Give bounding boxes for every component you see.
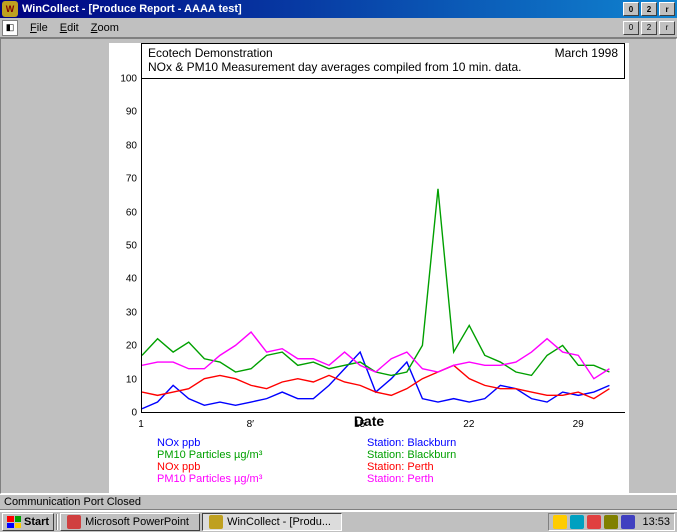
menu-bar: ◧ File Edit Zoom 0 2 r — [0, 18, 677, 38]
clock: 13:53 — [642, 516, 670, 528]
chart-series-line — [142, 332, 609, 379]
y-tick-label: 90 — [126, 107, 137, 118]
system-tray: 13:53 — [548, 513, 675, 531]
workspace: Ecotech Demonstration March 1998 NOx & P… — [0, 38, 677, 494]
menu-zoom[interactable]: Zoom — [85, 20, 125, 36]
legend-station: Station: Perth — [367, 473, 434, 485]
y-tick-label: 50 — [126, 241, 137, 252]
y-axis: 0102030405060708090100 — [109, 79, 139, 413]
y-tick-label: 60 — [126, 207, 137, 218]
app-icon: W — [2, 1, 18, 17]
taskbar-app-icon — [67, 515, 81, 529]
menu-edit[interactable]: Edit — [54, 20, 85, 36]
y-tick-label: 70 — [126, 174, 137, 185]
chart-subtitle: NOx & PM10 Measurement day averages comp… — [148, 60, 618, 74]
legend-series-name: PM10 Particles µg/m³ — [157, 473, 262, 485]
y-tick-label: 40 — [126, 274, 137, 285]
mdi-icon[interactable]: ◧ — [2, 20, 18, 36]
legend-station: Station: Blackburn — [367, 437, 456, 449]
plot-area — [141, 79, 625, 413]
y-tick-label: 20 — [126, 341, 137, 352]
taskbar: Start Microsoft PowerPoint WinCollect - [… — [0, 510, 677, 532]
chart-series-line — [142, 365, 609, 398]
legend-station: Station: Blackburn — [367, 449, 456, 461]
status-bar: Communication Port Closed — [0, 494, 677, 510]
legend-series-name: NOx ppb — [157, 437, 200, 449]
mdi-close-button[interactable]: r — [659, 21, 675, 35]
legend-series-name: PM10 Particles µg/m³ — [157, 449, 262, 461]
chart-panel: Ecotech Demonstration March 1998 NOx & P… — [109, 43, 629, 493]
status-text: Communication Port Closed — [4, 496, 141, 508]
tray-icon[interactable] — [604, 515, 618, 529]
menu-file[interactable]: File — [24, 20, 54, 36]
chart-series-line — [142, 189, 609, 376]
taskbar-button[interactable]: Microsoft PowerPoint — [60, 513, 200, 531]
title-bar: W WinCollect - [Produce Report - AAAA te… — [0, 0, 677, 18]
taskbar-button-label: Microsoft PowerPoint — [85, 516, 189, 528]
taskbar-app-icon — [209, 515, 223, 529]
start-label: Start — [24, 516, 49, 528]
legend-station: Station: Perth — [367, 461, 434, 473]
taskbar-button-label: WinCollect - [Produ... — [227, 516, 331, 528]
tray-icon[interactable] — [570, 515, 584, 529]
tray-icon[interactable] — [587, 515, 601, 529]
legend-series-name: NOx ppb — [157, 461, 200, 473]
x-axis-label: Date — [109, 413, 629, 429]
windows-logo-icon — [7, 516, 21, 528]
y-tick-label: 30 — [126, 307, 137, 318]
legend: NOx ppb Station: Blackburn PM10 Particles … — [157, 437, 625, 493]
chart-title-box: Ecotech Demonstration March 1998 NOx & P… — [141, 43, 625, 79]
maximize-button[interactable]: 2 — [641, 2, 657, 16]
mdi-minimize-button[interactable]: 0 — [623, 21, 639, 35]
taskbar-button[interactable]: WinCollect - [Produ... — [202, 513, 342, 531]
chart-date: March 1998 — [555, 46, 618, 60]
start-button[interactable]: Start — [2, 513, 54, 531]
window-title: WinCollect - [Produce Report - AAAA test… — [22, 3, 623, 15]
chart-svg — [142, 79, 625, 412]
tray-icon[interactable] — [553, 515, 567, 529]
chart-title: Ecotech Demonstration — [148, 46, 273, 60]
y-tick-label: 100 — [120, 74, 137, 85]
y-tick-label: 10 — [126, 374, 137, 385]
tray-icon[interactable] — [621, 515, 635, 529]
close-button[interactable]: r — [659, 2, 675, 16]
minimize-button[interactable]: 0 — [623, 2, 639, 16]
y-tick-label: 80 — [126, 140, 137, 151]
mdi-restore-button[interactable]: 2 — [641, 21, 657, 35]
